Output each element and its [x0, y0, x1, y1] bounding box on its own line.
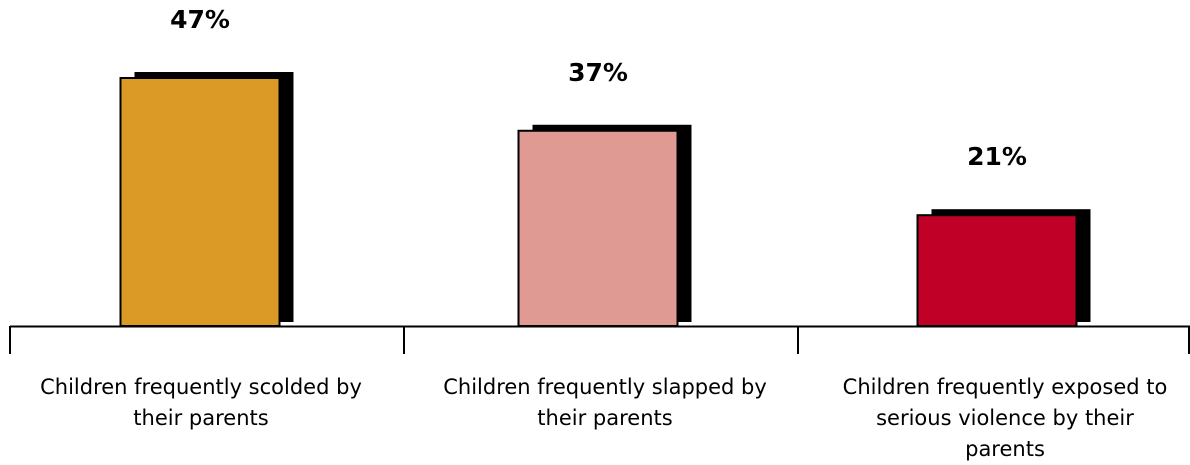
value-label-slapped: 37%	[568, 58, 628, 87]
value-label-scolded: 47%	[170, 5, 230, 34]
bar-slapped	[517, 129, 679, 327]
category-label-slapped: Children frequently slapped by their par…	[443, 375, 767, 430]
category-label-scolded: Children frequently scolded by their par…	[40, 375, 362, 430]
value-label-violence: 21%	[967, 142, 1027, 171]
x-axis-ticks	[9, 326, 1190, 354]
bar-violence	[916, 214, 1078, 327]
value-labels: 47% 37% 21%	[170, 5, 1027, 171]
category-label-violence: Children frequently exposed to serious v…	[842, 375, 1168, 461]
bar-scolded	[119, 77, 281, 327]
bars-layer	[119, 72, 1091, 327]
